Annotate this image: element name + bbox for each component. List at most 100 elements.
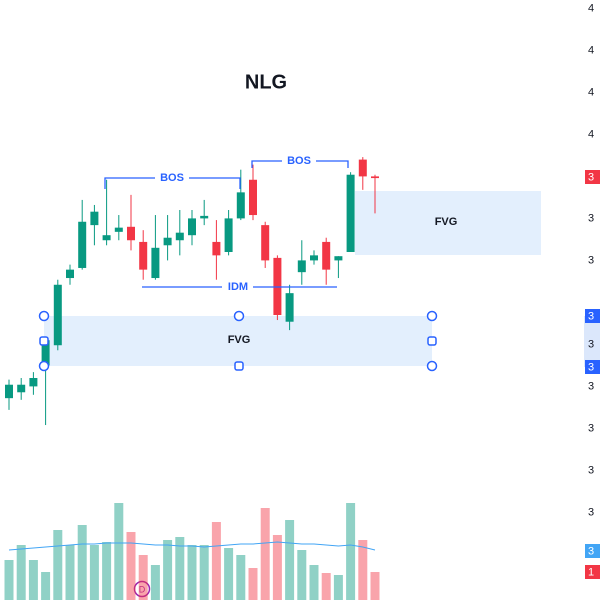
volume-bar: [77, 525, 87, 600]
handles[interactable]: [38, 310, 438, 372]
fvg-label: FVG: [435, 216, 458, 228]
handle[interactable]: [234, 361, 244, 371]
volume-bar: [102, 542, 112, 600]
fvg-box: [355, 191, 541, 255]
handle[interactable]: [427, 336, 437, 346]
volume-bar: [346, 503, 356, 600]
volume-bar: [236, 555, 246, 600]
volume-bar: [224, 548, 234, 600]
candle-body: [151, 247, 160, 279]
candles: [5, 157, 379, 426]
handle[interactable]: [38, 360, 50, 372]
volume-ma-line: [8, 541, 376, 551]
y-tick-label: 3: [588, 422, 594, 434]
candle-body: [78, 221, 87, 268]
handle[interactable]: [426, 310, 438, 322]
y-tick-label: 3: [588, 464, 594, 476]
volume-bar: [16, 545, 26, 600]
volume-bar: [126, 532, 136, 600]
volume-bar: [138, 555, 148, 600]
handle[interactable]: [233, 310, 245, 322]
candle-body: [371, 176, 379, 179]
candle-body: [41, 340, 50, 366]
candle-body: [139, 241, 148, 270]
bos-line: [251, 160, 349, 168]
y-tick-label: 3: [588, 254, 594, 266]
volume-bar: [333, 575, 343, 600]
candle-body: [310, 255, 318, 261]
volume-bar: [89, 545, 99, 600]
y-tick-label: 4: [588, 86, 594, 98]
volume-bar: [163, 540, 173, 600]
axis-badge-label: 3: [588, 545, 594, 557]
volume-bar: [260, 508, 270, 600]
candle-body: [200, 215, 209, 219]
volume-bar: [297, 550, 307, 600]
volume-bar: [211, 522, 221, 600]
handle[interactable]: [39, 336, 49, 346]
volume-bar: [272, 535, 282, 600]
candle-body: [236, 192, 245, 219]
candle-body: [346, 174, 355, 252]
idm-label: IDM: [228, 281, 248, 293]
bos-line: [104, 177, 241, 189]
y-tick-label: 3: [588, 212, 594, 224]
axis-badge: [585, 565, 600, 579]
y-tick-label: 3: [588, 506, 594, 518]
candle-body: [212, 241, 221, 256]
candle-body: [29, 378, 38, 387]
volume-bar: [53, 530, 63, 600]
candle-body: [297, 260, 306, 273]
y-tick-label: 3: [588, 338, 594, 350]
candle-body: [53, 284, 62, 346]
candle-body: [163, 237, 172, 246]
volume-bar: [114, 503, 124, 600]
volume-bar: [41, 572, 51, 600]
candle-body: [127, 226, 135, 241]
handle[interactable]: [426, 360, 438, 372]
candle-body: [114, 227, 123, 232]
handle[interactable]: [38, 310, 50, 322]
volume-bar: [65, 545, 75, 600]
candle-body: [5, 384, 13, 399]
axis-badge: [585, 360, 600, 374]
y-tick-label: 3: [588, 380, 594, 392]
volume-bar: [150, 565, 160, 600]
y-tick-label: 4: [588, 2, 594, 14]
chart-title: NLG: [245, 71, 287, 93]
volume-bar: [187, 545, 197, 600]
candle-body: [322, 241, 331, 270]
volume-bar: [285, 520, 295, 600]
volume-bar: [358, 540, 368, 600]
fvg-label: FVG: [228, 334, 251, 346]
volume-bar: [248, 568, 258, 600]
volume-bar: [199, 545, 209, 600]
axis-badge-label: 3: [588, 361, 594, 373]
event-marker-label: D: [139, 584, 146, 594]
axis-badge: [585, 544, 600, 558]
event-marker[interactable]: [133, 580, 151, 598]
volume-bar: [309, 565, 319, 600]
volume-bar: [321, 573, 331, 600]
volume-bar: [4, 560, 14, 600]
candle-body: [66, 269, 74, 279]
axis-badge: [585, 309, 600, 323]
candle-body: [261, 225, 270, 261]
candle-body: [17, 384, 26, 393]
fvg-box[interactable]: [44, 316, 432, 366]
bos-label: BOS: [160, 172, 184, 184]
volume-bar: [28, 560, 38, 600]
axis-badge-label: 3: [588, 171, 594, 183]
y-tick-label: 4: [588, 44, 594, 56]
candle-body: [90, 211, 99, 226]
axis-range: [584, 316, 600, 367]
candle-body: [358, 159, 367, 177]
axis-badge-label: 3: [588, 310, 594, 322]
candle-body: [102, 235, 111, 241]
structure-lines: [104, 160, 349, 288]
axis-badge-label: 1: [588, 566, 594, 578]
candle-body: [224, 218, 233, 252]
candle-body: [285, 293, 294, 322]
axis-badge: [585, 170, 600, 184]
